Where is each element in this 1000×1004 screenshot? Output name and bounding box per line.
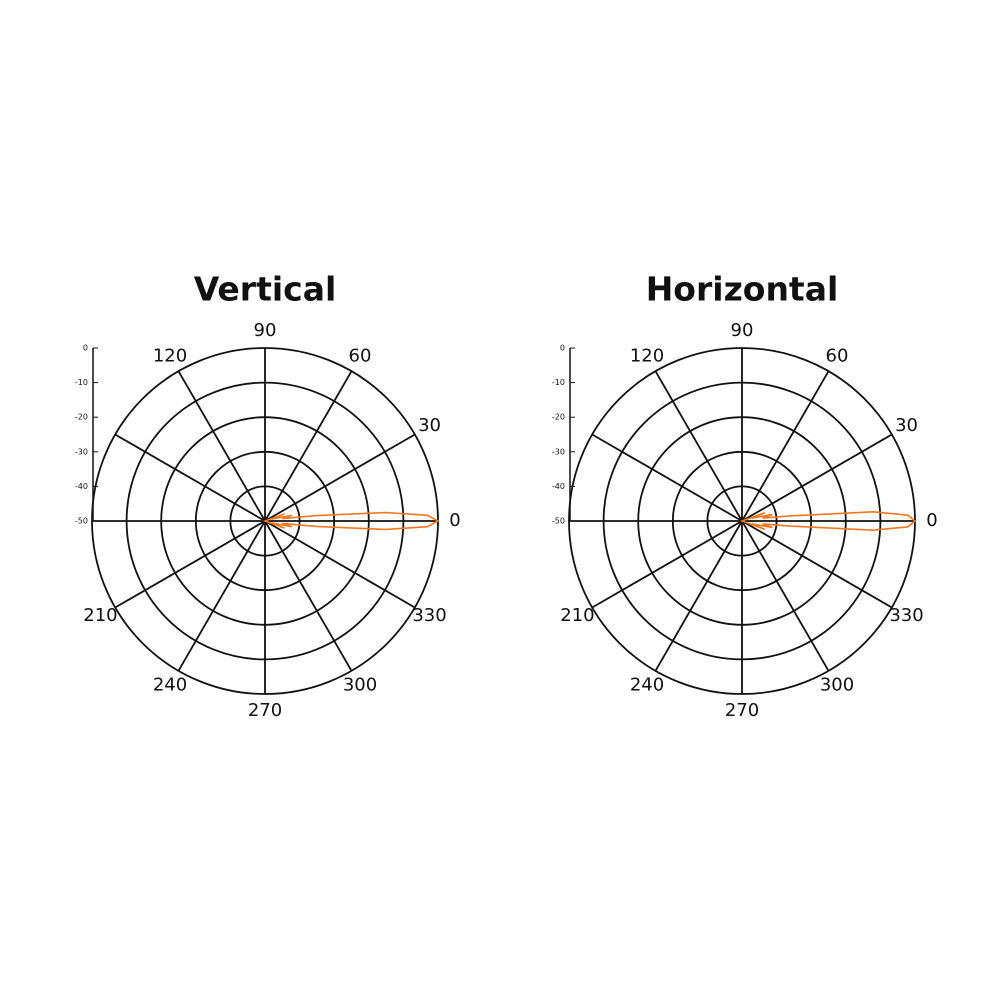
theta-tick-label: 330 (889, 605, 923, 626)
theta-tick-label: 90 (731, 320, 754, 341)
r-tick-label: -20 (75, 413, 88, 422)
theta-tick-label: 240 (630, 675, 664, 696)
spoke (177, 370, 266, 522)
theta-tick-label: 0 (926, 510, 937, 531)
theta-tick-label: 210 (83, 605, 117, 626)
pattern-line (739, 511, 917, 531)
theta-tick-label: 210 (560, 605, 594, 626)
spoke (741, 520, 830, 672)
theta-tick-label: 120 (630, 345, 664, 366)
spoke (591, 520, 743, 609)
pattern-line (262, 511, 440, 531)
spoke (654, 370, 743, 522)
spoke (264, 370, 353, 522)
theta-tick-label: 30 (418, 415, 441, 436)
spoke (264, 520, 416, 609)
r-tick-label: -40 (75, 482, 88, 491)
spoke (654, 520, 743, 672)
theta-tick-label: 270 (248, 700, 282, 721)
theta-tick-label: 90 (254, 320, 277, 341)
spoke (114, 520, 266, 609)
theta-tick-label: 300 (343, 675, 377, 696)
r-tick-label: -20 (552, 413, 565, 422)
spoke (741, 520, 893, 609)
r-tick-label: -40 (552, 482, 565, 491)
theta-tick-label: 30 (895, 415, 918, 436)
spoke (741, 370, 830, 522)
r-tick-label: -50 (75, 517, 88, 526)
spoke (591, 433, 743, 522)
chart-title: Vertical (194, 270, 337, 309)
spoke (741, 433, 893, 522)
theta-tick-label: 0 (449, 510, 460, 531)
spoke (177, 520, 266, 672)
theta-tick-label: 60 (826, 345, 849, 366)
theta-tick-label: 330 (412, 605, 446, 626)
theta-tick-label: 60 (349, 345, 372, 366)
theta-tick-label: 270 (725, 700, 759, 721)
r-tick-label: -10 (75, 378, 88, 387)
r-tick-label: 0 (83, 344, 88, 353)
spoke (114, 433, 266, 522)
theta-tick-label: 240 (153, 675, 187, 696)
chart-title: Horizontal (646, 270, 839, 309)
theta-tick-label: 120 (153, 345, 187, 366)
r-tick-label: -30 (75, 447, 88, 456)
r-tick-label: -30 (552, 447, 565, 456)
spoke (264, 520, 353, 672)
r-tick-label: -50 (552, 517, 565, 526)
r-tick-label: -10 (552, 378, 565, 387)
r-tick-label: 0 (560, 344, 565, 353)
spoke (264, 433, 416, 522)
theta-tick-label: 300 (820, 675, 854, 696)
